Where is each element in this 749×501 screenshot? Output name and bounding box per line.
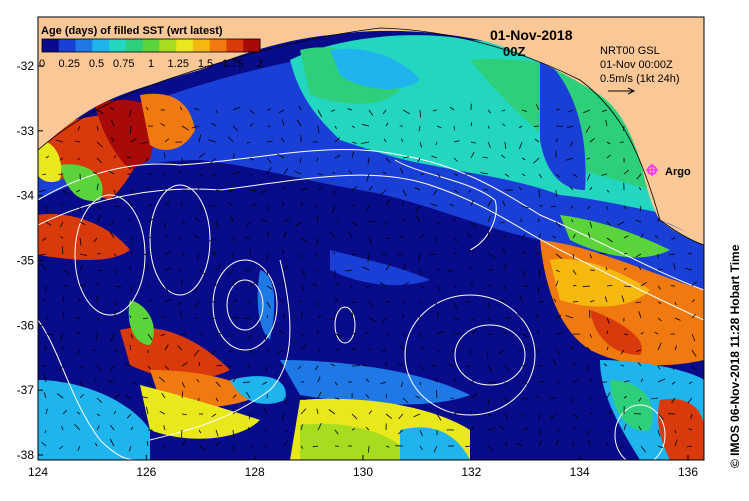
x-tick-label: 124 (28, 465, 48, 479)
current-vector (369, 446, 370, 453)
current-vector (539, 190, 540, 198)
argo-label: Argo (665, 166, 691, 178)
colorbar-cell (92, 39, 109, 52)
y-tick-label: -34 (17, 189, 35, 203)
colorbar-cell (159, 39, 176, 52)
y-tick-label: -35 (17, 254, 35, 268)
current-vector (484, 190, 488, 191)
y-tick-label: -36 (17, 318, 35, 332)
x-tick-label: 130 (353, 465, 373, 479)
colorbar-cell (76, 39, 93, 52)
colorbar-tick-label: 1.25 (168, 58, 189, 70)
colorbar-tick-label: 1.5 (198, 58, 213, 70)
y-tick-label: -37 (17, 383, 35, 397)
y-tick-label: -32 (17, 59, 35, 73)
colorbar-tick-label: 0.75 (113, 58, 134, 70)
current-vector (420, 110, 421, 117)
x-tick-label: 132 (461, 465, 481, 479)
current-vector (454, 334, 461, 335)
current-vector (233, 446, 234, 451)
current-vector (267, 206, 268, 210)
colorbar-cell (126, 39, 143, 52)
colorbar-tick-label: 0.5 (89, 58, 104, 70)
current-vector (573, 302, 578, 303)
colorbar-ticks: 0 0.25 0.5 0.75 1 1.25 1.5 1.75 2 (39, 58, 263, 70)
colorbar-cell (42, 39, 59, 52)
legend-line-1: NRT00 GSL (600, 45, 660, 57)
credit-text: © IMOS 06-Nov-2018 11:28 Hobart Time (728, 244, 742, 468)
colorbar-cell (193, 39, 210, 52)
colorbar-cell (210, 39, 227, 52)
colorbar-label: Age (days) of filled SST (wrt latest) (41, 25, 223, 37)
map-date: 01-Nov-2018 (490, 27, 573, 43)
map-time: 00Z (503, 44, 525, 59)
colorbar-tick-label: 0 (39, 58, 45, 70)
y-tick-label: -38 (17, 448, 35, 462)
colorbar-cells (42, 39, 261, 52)
y-tick-label: -33 (17, 124, 35, 138)
x-tick-label: 128 (245, 465, 265, 479)
x-tick-label: 126 (136, 465, 156, 479)
colorbar-tick-label: 1 (148, 58, 154, 70)
current-vector (243, 382, 250, 383)
colorbar-cell (226, 39, 243, 52)
legend-line-3: 0.5m/s (1kt 24h) (600, 73, 679, 85)
current-vector (318, 174, 323, 175)
x-tick-label: 134 (570, 465, 590, 479)
colorbar-cell (143, 39, 160, 52)
current-vector (148, 265, 149, 270)
colorbar-cell (243, 39, 260, 52)
colorbar-cell (176, 39, 193, 52)
colorbar-tick-label: 2 (257, 58, 263, 70)
colorbar-cell (109, 39, 126, 52)
current-vector (59, 174, 64, 175)
x-tick-label: 136 (678, 465, 698, 479)
colorbar-cell (59, 39, 76, 52)
colorbar-tick-label: 1.75 (222, 58, 243, 70)
colorbar-tick-label: 0.25 (59, 58, 80, 70)
current-vector (451, 398, 454, 399)
legend-line-2: 01-Nov 00:00Z (600, 59, 673, 71)
